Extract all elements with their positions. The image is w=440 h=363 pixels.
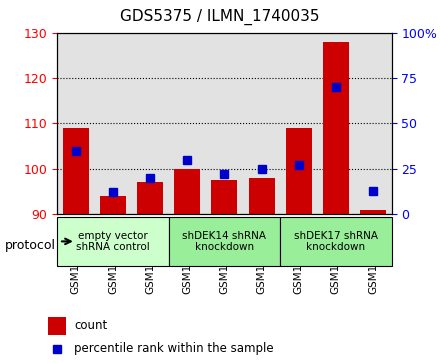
Text: empty vector
shRNA control: empty vector shRNA control (76, 231, 150, 252)
Bar (100, 196, 126, 214)
Text: count: count (74, 319, 107, 333)
FancyBboxPatch shape (57, 217, 169, 266)
Bar (206, 33, 243, 214)
Bar (286, 128, 312, 214)
Text: percentile rank within the sample: percentile rank within the sample (74, 342, 274, 355)
Bar (169, 33, 206, 214)
Text: shDEK17 shRNA
knockdown: shDEK17 shRNA knockdown (294, 231, 378, 252)
Bar (323, 42, 349, 214)
Bar (57, 33, 94, 214)
Text: protocol: protocol (4, 238, 55, 252)
Bar (280, 33, 317, 214)
Bar (211, 180, 238, 214)
Bar (249, 178, 275, 214)
Bar (63, 128, 89, 214)
Bar (94, 33, 132, 214)
FancyBboxPatch shape (280, 217, 392, 266)
Text: shDEK14 shRNA
knockdown: shDEK14 shRNA knockdown (183, 231, 266, 252)
FancyBboxPatch shape (169, 217, 280, 266)
Bar (355, 33, 392, 214)
Text: GDS5375 / ILMN_1740035: GDS5375 / ILMN_1740035 (120, 9, 320, 25)
Bar (137, 182, 163, 214)
Bar (174, 169, 200, 214)
Bar (360, 209, 386, 214)
Bar (48, 317, 66, 335)
Bar (317, 33, 355, 214)
Bar (243, 33, 280, 214)
Bar (132, 33, 169, 214)
